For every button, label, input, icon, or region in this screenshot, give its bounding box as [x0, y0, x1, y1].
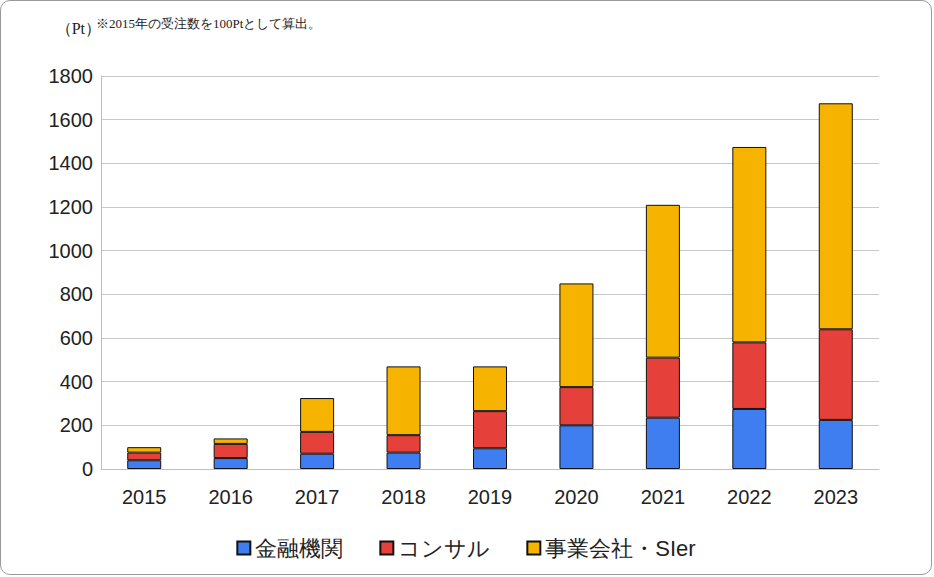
svg-text:400: 400: [60, 371, 93, 393]
svg-text:コンサル: コンサル: [398, 536, 490, 561]
svg-text:※2015年の受注数を100Ptとして算出。: ※2015年の受注数を100Ptとして算出。: [96, 16, 321, 31]
svg-text:800: 800: [60, 283, 93, 305]
svg-text:2018: 2018: [381, 486, 426, 508]
svg-text:1000: 1000: [49, 240, 94, 262]
svg-text:200: 200: [60, 414, 93, 436]
svg-text:600: 600: [60, 327, 93, 349]
svg-text:2015: 2015: [122, 486, 167, 508]
svg-text:1400: 1400: [49, 152, 94, 174]
svg-text:事業会社・SIer: 事業会社・SIer: [545, 536, 695, 561]
svg-text:2022: 2022: [727, 486, 772, 508]
svg-text:2017: 2017: [295, 486, 340, 508]
svg-text:金融機関: 金融機関: [255, 536, 343, 561]
svg-text:1200: 1200: [49, 196, 94, 218]
svg-text:（Pt）: （Pt）: [56, 20, 101, 37]
svg-text:2023: 2023: [814, 486, 859, 508]
svg-text:0: 0: [82, 458, 93, 480]
svg-text:1800: 1800: [49, 65, 94, 87]
svg-text:2021: 2021: [641, 486, 686, 508]
svg-text:2020: 2020: [554, 486, 599, 508]
svg-text:2019: 2019: [468, 486, 513, 508]
svg-text:1600: 1600: [49, 109, 94, 131]
svg-text:2016: 2016: [208, 486, 253, 508]
